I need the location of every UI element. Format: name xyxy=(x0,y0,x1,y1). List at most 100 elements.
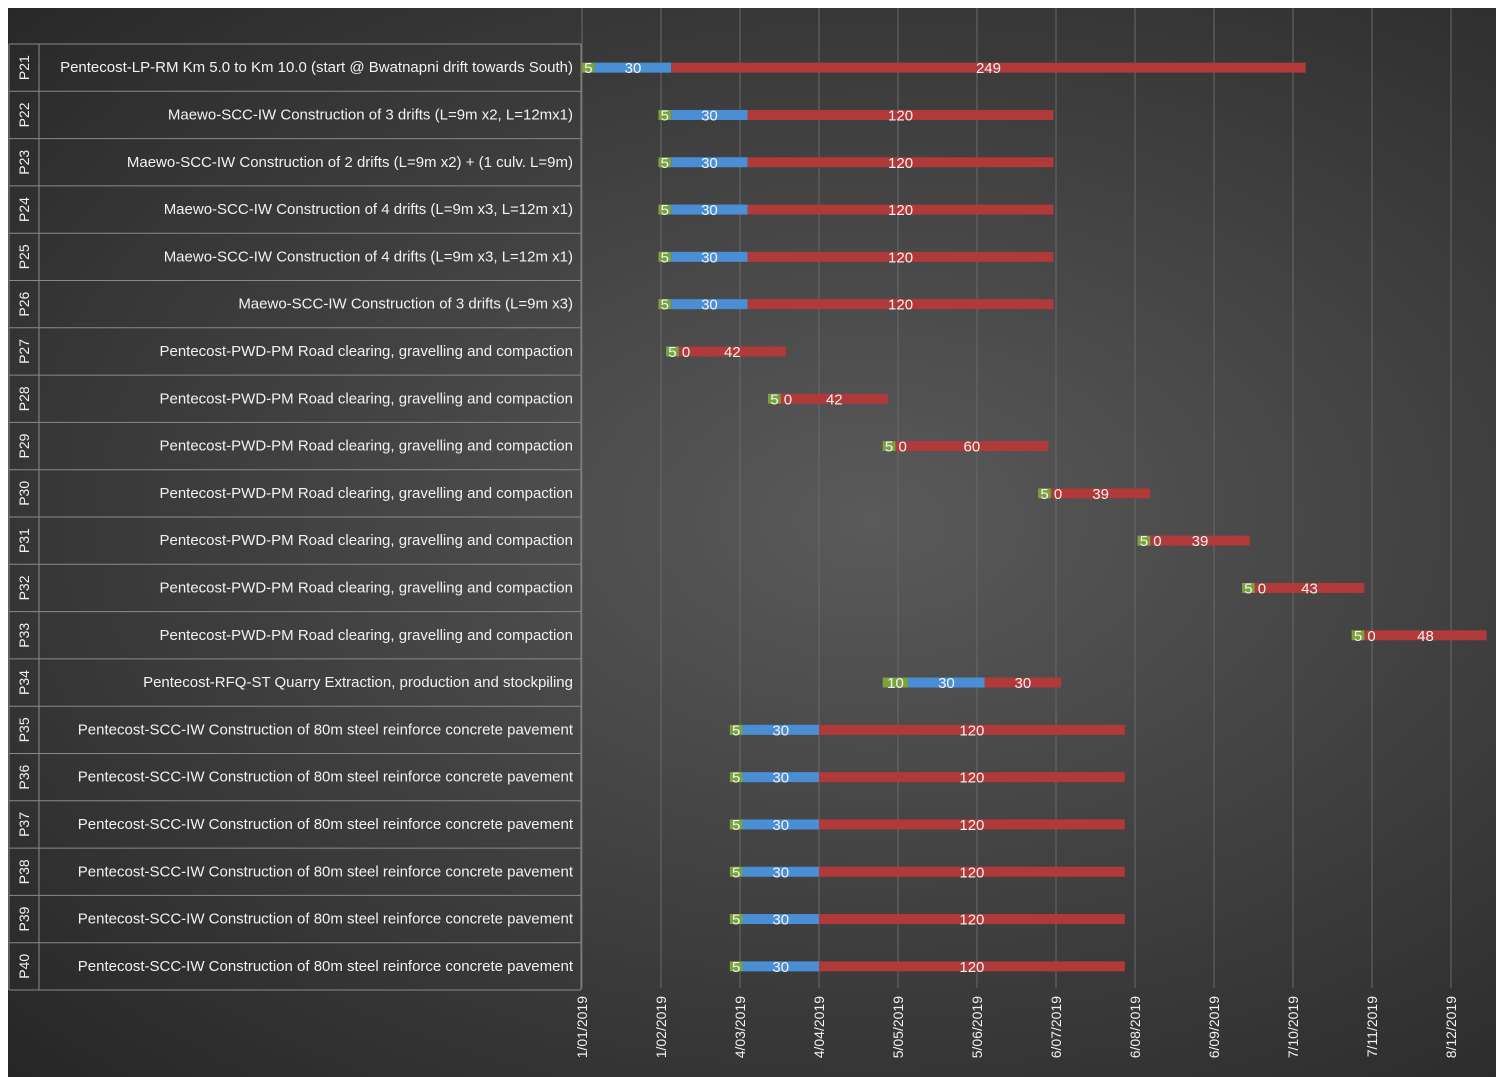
data-label: 0 xyxy=(784,391,792,408)
data-label: 30 xyxy=(938,675,955,692)
task-id: P31 xyxy=(16,528,32,553)
data-label: 30 xyxy=(772,817,789,834)
data-label: 30 xyxy=(625,60,642,77)
data-label: 5 xyxy=(732,912,740,929)
data-label: 42 xyxy=(826,391,843,408)
bar-segment-prep xyxy=(1351,630,1365,641)
bar-segment-procure xyxy=(742,724,820,735)
data-label: 120 xyxy=(959,912,984,929)
bar-segment-execute xyxy=(671,62,1306,73)
data-label: 0 xyxy=(682,344,690,361)
data-label: 5 xyxy=(770,391,778,408)
data-label: 120 xyxy=(959,722,984,739)
bar-segment-execute xyxy=(678,346,786,357)
data-label: 120 xyxy=(959,817,984,834)
data-label: 42 xyxy=(724,344,741,361)
task-id: P30 xyxy=(16,481,32,506)
bar-segment-prep xyxy=(729,724,743,735)
task-id: P26 xyxy=(16,291,32,316)
bar-segment-prep xyxy=(658,157,672,168)
bar-segment-prep xyxy=(658,109,672,120)
data-label: 43 xyxy=(1301,580,1318,597)
data-label: 249 xyxy=(976,60,1001,77)
data-label: 30 xyxy=(772,912,789,929)
task-name: Maewo-SCC-IW Construction of 4 drifts (L… xyxy=(164,201,573,218)
x-tick-label: 6/08/2019 xyxy=(1127,996,1143,1058)
task-id: P40 xyxy=(16,954,32,979)
data-label: 60 xyxy=(964,439,981,456)
task-id: P28 xyxy=(16,386,32,411)
x-tick-label: 5/06/2019 xyxy=(969,996,985,1058)
x-tick-label: 1/02/2019 xyxy=(653,996,669,1058)
data-label: 30 xyxy=(772,959,789,976)
task-name: Pentecost-PWD-PM Road clearing, gravelli… xyxy=(159,532,573,549)
data-label: 10 xyxy=(887,675,904,692)
task-id: P29 xyxy=(16,433,32,458)
data-label: 120 xyxy=(888,297,913,314)
x-tick-label: 6/09/2019 xyxy=(1206,996,1222,1058)
data-label: 5 xyxy=(732,817,740,834)
task-name: Pentecost-LP-RM Km 5.0 to Km 10.0 (start… xyxy=(60,59,573,76)
bar-segment-execute xyxy=(895,441,1049,452)
bar-segment-prep xyxy=(729,961,743,972)
bar-segment-procure xyxy=(671,251,748,262)
task-id: P33 xyxy=(16,623,32,648)
data-label: 0 xyxy=(1258,580,1266,597)
bar-segment-procure xyxy=(742,961,820,972)
task-name: Pentecost-PWD-PM Road clearing, gravelli… xyxy=(159,579,573,596)
data-label: 5 xyxy=(1354,628,1362,645)
x-tick-label: 7/10/2019 xyxy=(1285,996,1301,1058)
task-id: P32 xyxy=(16,575,32,600)
data-label: 0 xyxy=(1153,533,1161,550)
bar-segment-prep xyxy=(658,299,672,310)
task-id: P24 xyxy=(16,197,32,222)
task-name: Pentecost-RFQ-ST Quarry Extraction, prod… xyxy=(143,674,573,691)
bar-segment-prep xyxy=(729,819,743,830)
bar-segment-execute xyxy=(819,819,1125,830)
task-name: Pentecost-PWD-PM Road clearing, gravelli… xyxy=(159,485,573,502)
x-tick-label: 4/03/2019 xyxy=(732,996,748,1058)
task-id: P39 xyxy=(16,906,32,931)
bar-segment-prep xyxy=(882,677,909,688)
bar-segment-execute xyxy=(1254,582,1365,593)
data-label: 120 xyxy=(888,107,913,124)
task-id: P23 xyxy=(16,150,32,175)
x-tick-label: 8/12/2019 xyxy=(1443,996,1459,1058)
bar-segment-execute xyxy=(747,109,1054,120)
task-name: Pentecost-SCC-IW Construction of 80m ste… xyxy=(78,721,574,738)
task-name: Maewo-SCC-IW Construction of 3 drifts (L… xyxy=(238,296,573,313)
task-name: Maewo-SCC-IW Construction of 4 drifts (L… xyxy=(164,248,573,265)
bar-segment-procure xyxy=(742,914,820,925)
bar-segment-procure xyxy=(742,772,820,783)
data-label: 5 xyxy=(1244,580,1252,597)
data-label: 0 xyxy=(1054,486,1062,503)
bar-segment-prep xyxy=(729,772,743,783)
data-label: 5 xyxy=(732,722,740,739)
data-label: 39 xyxy=(1092,486,1109,503)
x-tick-label: 5/05/2019 xyxy=(890,996,906,1058)
gantt-chart-svg: P21 Pentecost-LP-RM Km 5.0 to Km 10.0 (st… xyxy=(8,8,1487,1058)
bar-segment-execute xyxy=(747,299,1054,310)
bar-segment-prep xyxy=(666,346,679,357)
data-label: 5 xyxy=(584,60,592,77)
data-label: 0 xyxy=(898,439,906,456)
data-label: 5 xyxy=(732,959,740,976)
data-label: 0 xyxy=(1367,628,1375,645)
data-label: 30 xyxy=(1015,675,1032,692)
task-name: Pentecost-PWD-PM Road clearing, gravelli… xyxy=(159,343,573,360)
data-label: 5 xyxy=(1140,533,1148,550)
task-name: Pentecost-SCC-IW Construction of 80m ste… xyxy=(78,863,574,880)
data-label: 30 xyxy=(701,202,718,219)
task-id: P34 xyxy=(16,670,32,695)
task-name: Pentecost-SCC-IW Construction of 80m ste… xyxy=(78,816,574,833)
task-id: P38 xyxy=(16,859,32,884)
bar-segment-prep xyxy=(1137,535,1151,546)
task-id: P27 xyxy=(16,339,32,364)
bar-segment-execute xyxy=(780,393,888,404)
bar-segment-prep xyxy=(729,866,743,877)
data-label: 30 xyxy=(772,770,789,787)
x-tick-label: 6/07/2019 xyxy=(1048,996,1064,1058)
task-name: Maewo-SCC-IW Construction of 3 drifts (L… xyxy=(168,106,573,123)
data-label: 39 xyxy=(1192,533,1209,550)
data-label: 5 xyxy=(668,344,676,361)
